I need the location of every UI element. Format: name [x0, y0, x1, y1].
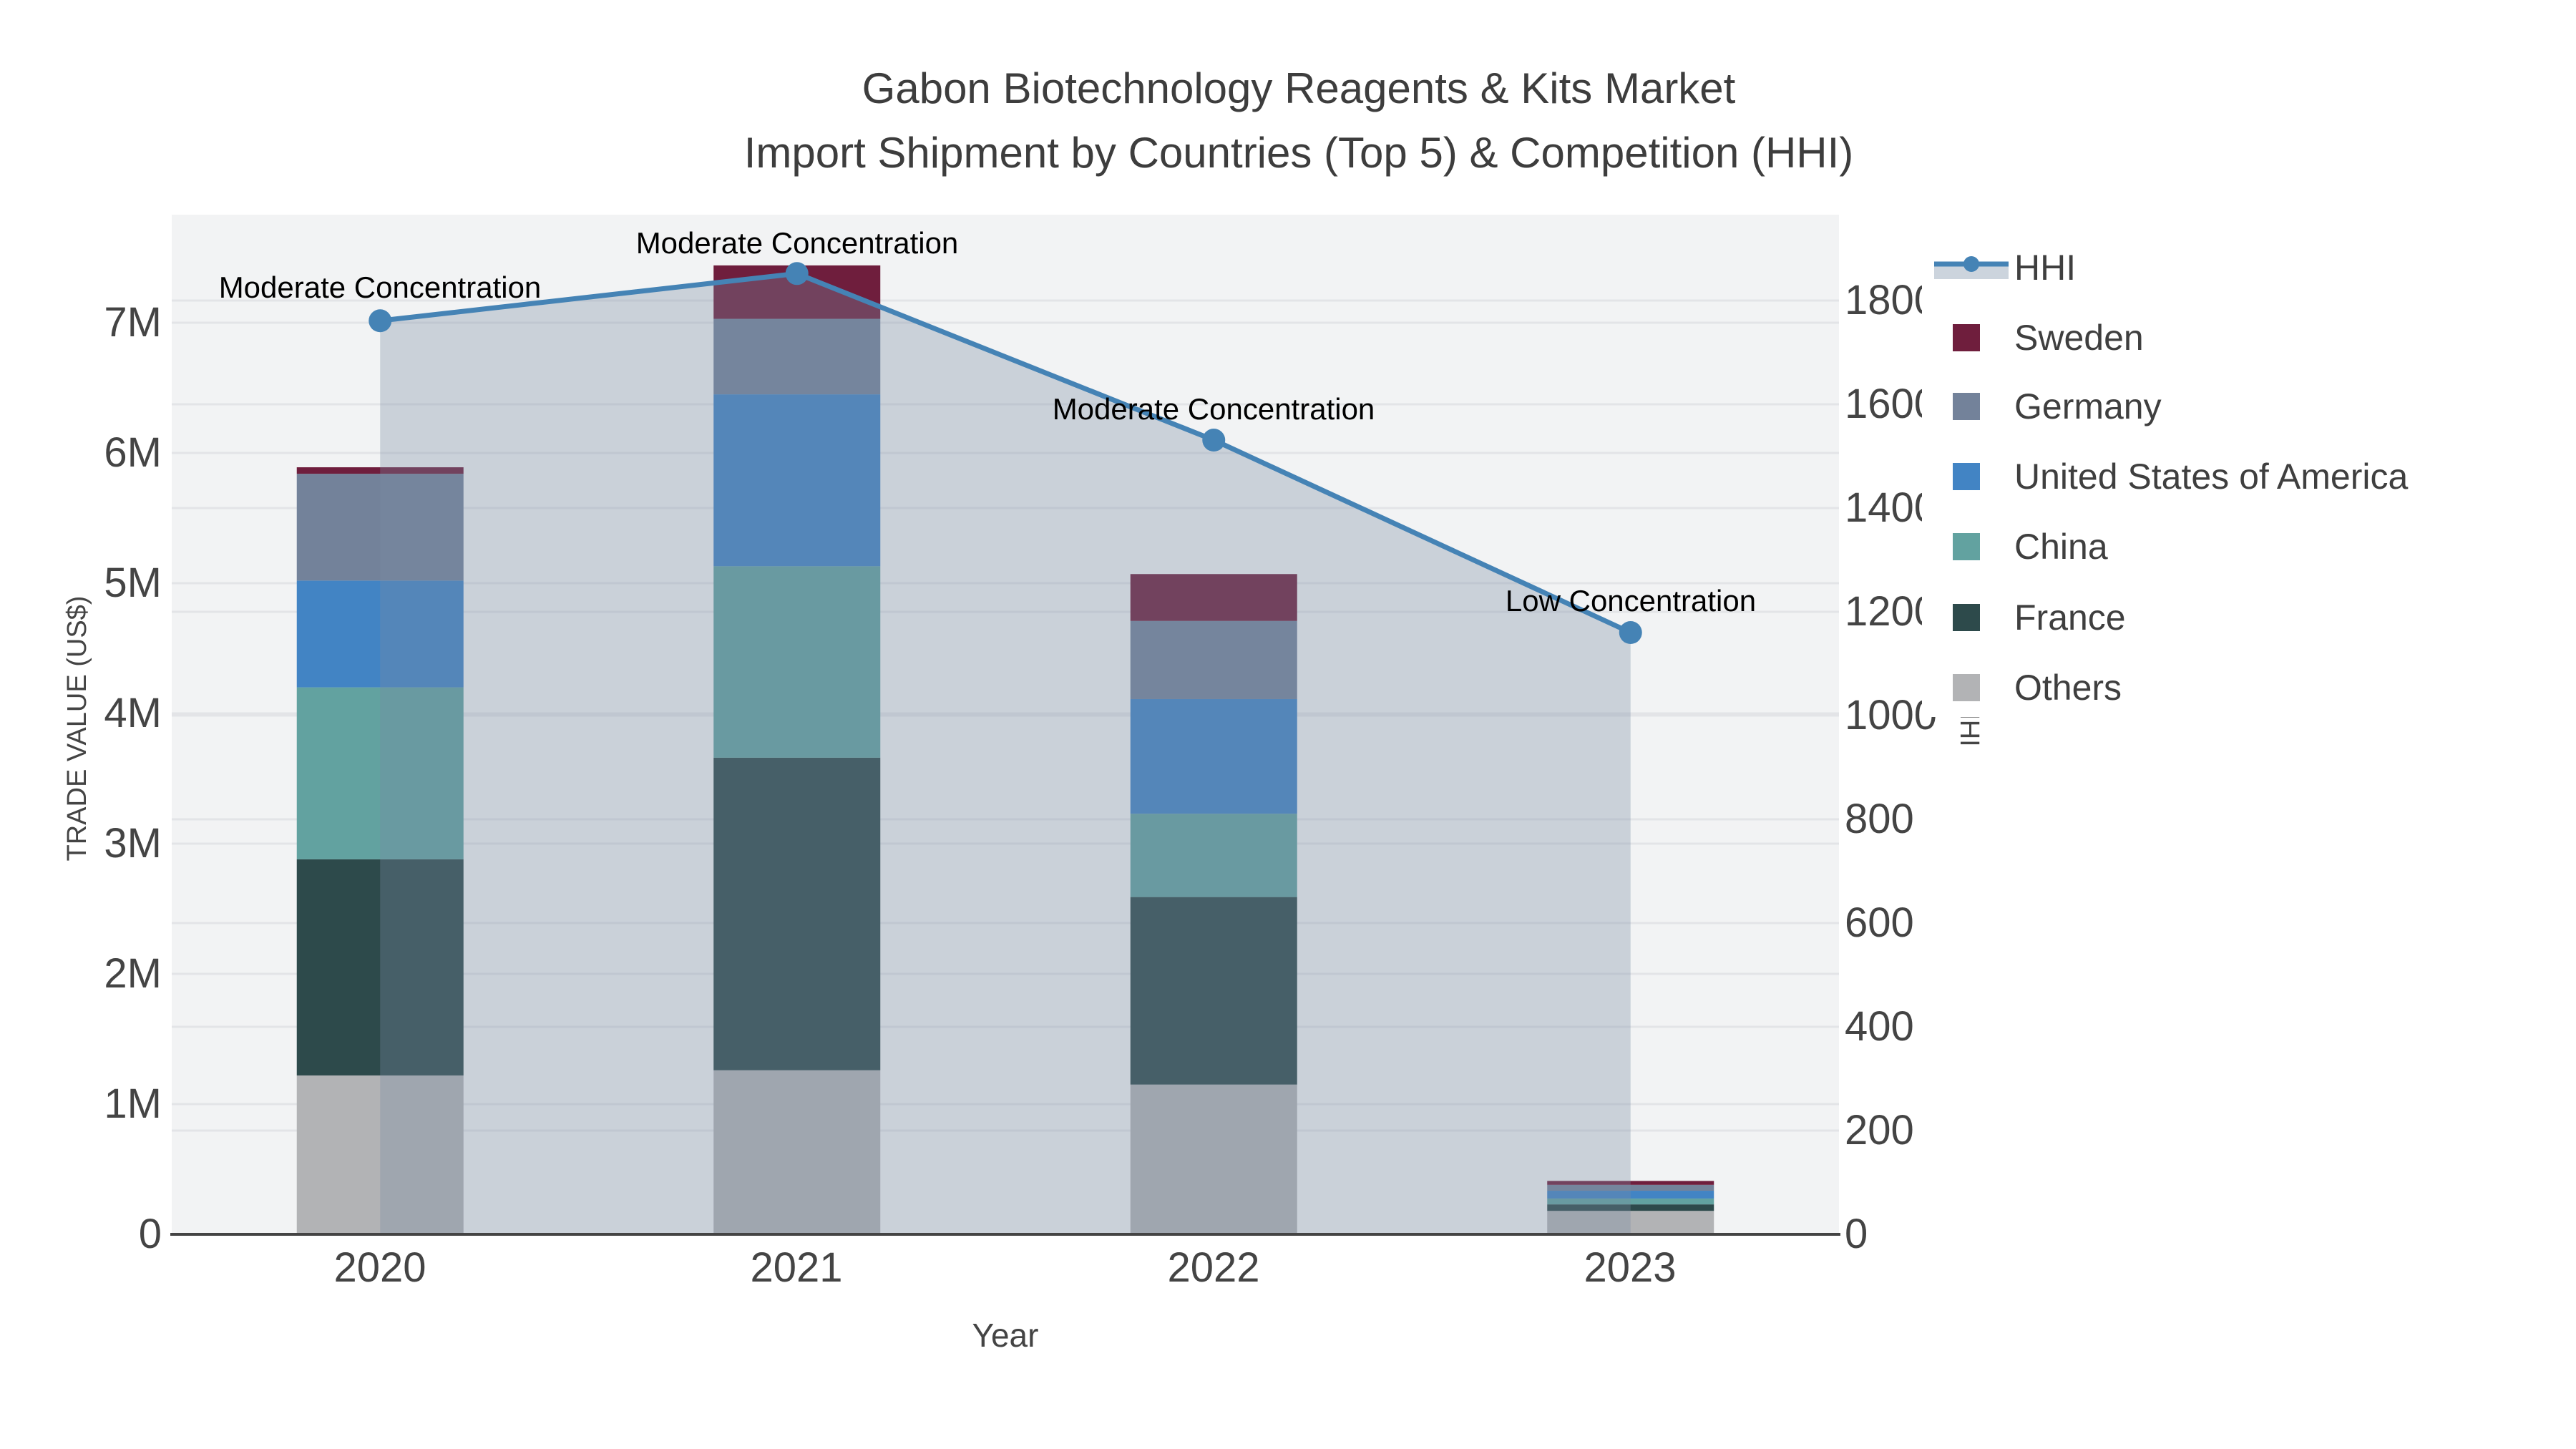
legend-label: HHI	[2014, 248, 2077, 288]
y-right-tick-1800: 1800	[1845, 277, 1938, 323]
y-right-tick-200: 200	[1845, 1107, 1914, 1153]
legend-label: France	[2014, 597, 2126, 638]
legend-item-sweden[interactable]: Sweden	[1922, 316, 2573, 359]
y-right-tick-1600: 1600	[1845, 381, 1938, 427]
others-swatch-icon	[1953, 674, 1980, 701]
y-left-tick-4M: 4M	[104, 690, 162, 736]
chart-title-line2: Import Shipment by Countries (Top 5) & C…	[743, 129, 1854, 177]
annotation-2023: Low Concentration	[1505, 584, 1757, 618]
legend-label: China	[2014, 527, 2108, 567]
bar-segment-germany-2021[interactable]	[713, 318, 881, 395]
legend-item-hhi[interactable]: HHI	[1922, 246, 2573, 289]
legend-item-china[interactable]: China	[1922, 525, 2573, 568]
x-axis-title: Year	[972, 1317, 1039, 1354]
y-right-tick-600: 600	[1845, 899, 1914, 946]
bar-segment-united-states-of-america-2022[interactable]	[1130, 698, 1297, 814]
hhi-marker-2020[interactable]	[369, 309, 392, 333]
y-left-tick-6M: 6M	[104, 429, 162, 476]
hhi-line	[379, 270, 1632, 635]
legend-label: Germany	[2014, 386, 2162, 426]
x-tick-2021: 2021	[750, 1244, 843, 1291]
legend-label: Others	[2014, 668, 2122, 708]
y-left-tick-7M: 7M	[104, 299, 162, 346]
y-right-tick-1200: 1200	[1845, 588, 1938, 635]
y-left-axis-title: TRADE VALUE (US$)	[62, 595, 92, 862]
y-right-tick-400: 400	[1845, 1003, 1914, 1050]
bar-segment-china-2023[interactable]	[1547, 1198, 1714, 1205]
bar-segment-china-2022[interactable]	[1130, 814, 1297, 897]
france-swatch-icon	[1953, 604, 1980, 631]
bar-segment-others-2023[interactable]	[1547, 1211, 1714, 1234]
hhi-marker-2022[interactable]	[1202, 429, 1226, 452]
hhi-marker-2023[interactable]	[1619, 621, 1642, 644]
bar-segment-france-2023[interactable]	[1547, 1204, 1714, 1211]
bar-segment-others-2021[interactable]	[713, 1070, 881, 1234]
y-left-tick-3M: 3M	[104, 820, 162, 867]
bar-segment-united-states-of-america-2020[interactable]	[296, 580, 464, 688]
annotation-2021: Moderate Concentration	[635, 226, 959, 260]
bar-segment-china-2020[interactable]	[296, 687, 464, 859]
x-tick-2022: 2022	[1167, 1244, 1260, 1291]
bar-segment-sweden-2022[interactable]	[1130, 574, 1297, 621]
y-right-tick-1000: 1000	[1845, 692, 1938, 738]
bar-segment-france-2022[interactable]	[1130, 897, 1297, 1085]
bar-segment-china-2021[interactable]	[713, 566, 881, 758]
x-tick-2020: 2020	[333, 1244, 426, 1291]
legend-item-others[interactable]: Others	[1922, 666, 2573, 709]
legend-label: Sweden	[2014, 318, 2144, 358]
y-left-tick-2M: 2M	[104, 950, 162, 997]
y-right-tick-1400: 1400	[1845, 484, 1938, 531]
hhi-area-fill	[380, 273, 1631, 1234]
bar-segment-others-2020[interactable]	[296, 1075, 464, 1234]
y-right-tick-800: 800	[1845, 796, 1914, 842]
bar-segment-germany-2023[interactable]	[1547, 1184, 1714, 1191]
usa-swatch-icon	[1953, 463, 1980, 490]
bar-segment-united-states-of-america-2021[interactable]	[713, 394, 881, 567]
germany-swatch-icon	[1953, 393, 1980, 420]
hhi-line-sample-icon	[1934, 256, 2009, 279]
x-tick-2023: 2023	[1584, 1244, 1677, 1291]
annotation-2020: Moderate Concentration	[218, 270, 542, 304]
bar-segment-france-2020[interactable]	[296, 859, 464, 1075]
legend-item-usa[interactable]: United States of America	[1922, 455, 2573, 498]
bar-segment-germany-2022[interactable]	[1130, 620, 1297, 699]
sweden-swatch-icon	[1953, 324, 1980, 351]
legend-item-germany[interactable]: Germany	[1922, 385, 2573, 428]
bar-segment-sweden-2020[interactable]	[296, 467, 464, 474]
y-left-tick-0: 0	[138, 1211, 162, 1257]
bar-segment-sweden-2023[interactable]	[1547, 1181, 1714, 1185]
bar-segment-france-2021[interactable]	[713, 757, 881, 1070]
hhi-marker-2021[interactable]	[785, 262, 809, 286]
annotation-2022: Moderate Concentration	[1052, 392, 1375, 426]
legend-item-france[interactable]: France	[1922, 596, 2573, 639]
chart-title-line1: Gabon Biotechnology Reagents & Kits Mark…	[862, 64, 1736, 112]
y-left-tick-1M: 1M	[104, 1080, 162, 1127]
china-swatch-icon	[1953, 533, 1980, 560]
bar-segment-united-states-of-america-2023[interactable]	[1547, 1191, 1714, 1199]
legend-label: United States of America	[2014, 457, 2409, 497]
bar-segment-others-2022[interactable]	[1130, 1084, 1297, 1234]
legend: HHI Sweden Germany United States of Amer…	[1922, 233, 2573, 717]
bar-segment-germany-2020[interactable]	[296, 474, 464, 581]
y-right-tick-0: 0	[1845, 1211, 1868, 1257]
y-left-tick-5M: 5M	[104, 560, 162, 606]
